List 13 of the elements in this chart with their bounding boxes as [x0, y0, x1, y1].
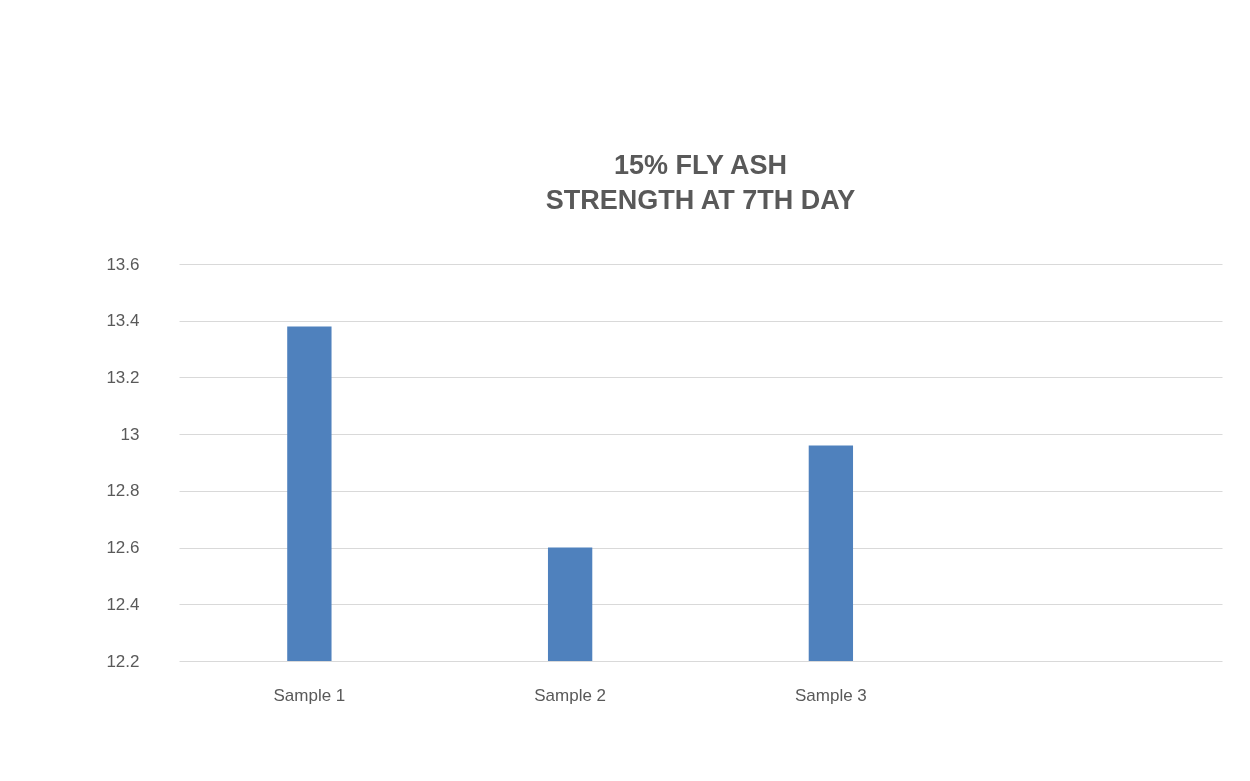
x-tick-label: Sample 2: [534, 685, 607, 705]
x-tick-label: Sample 1: [273, 685, 346, 705]
y-tick-label: 12.2: [106, 651, 140, 671]
chart-subtitle: STRENGTH AT 7TH DAY: [545, 185, 856, 215]
y-tick-label: 12.8: [106, 481, 140, 501]
y-tick-label: 12.6: [106, 538, 140, 558]
y-tick-label: 13.4: [106, 311, 140, 331]
y-tick-label: 13: [120, 424, 140, 444]
y-tick-label: 13.2: [106, 367, 140, 387]
y-tick-label: 12.4: [106, 594, 140, 614]
x-tick-label: Sample 3: [794, 685, 867, 705]
y-tick-label: 13.6: [106, 254, 140, 274]
chart-title: 15% FLY ASH: [613, 150, 788, 180]
